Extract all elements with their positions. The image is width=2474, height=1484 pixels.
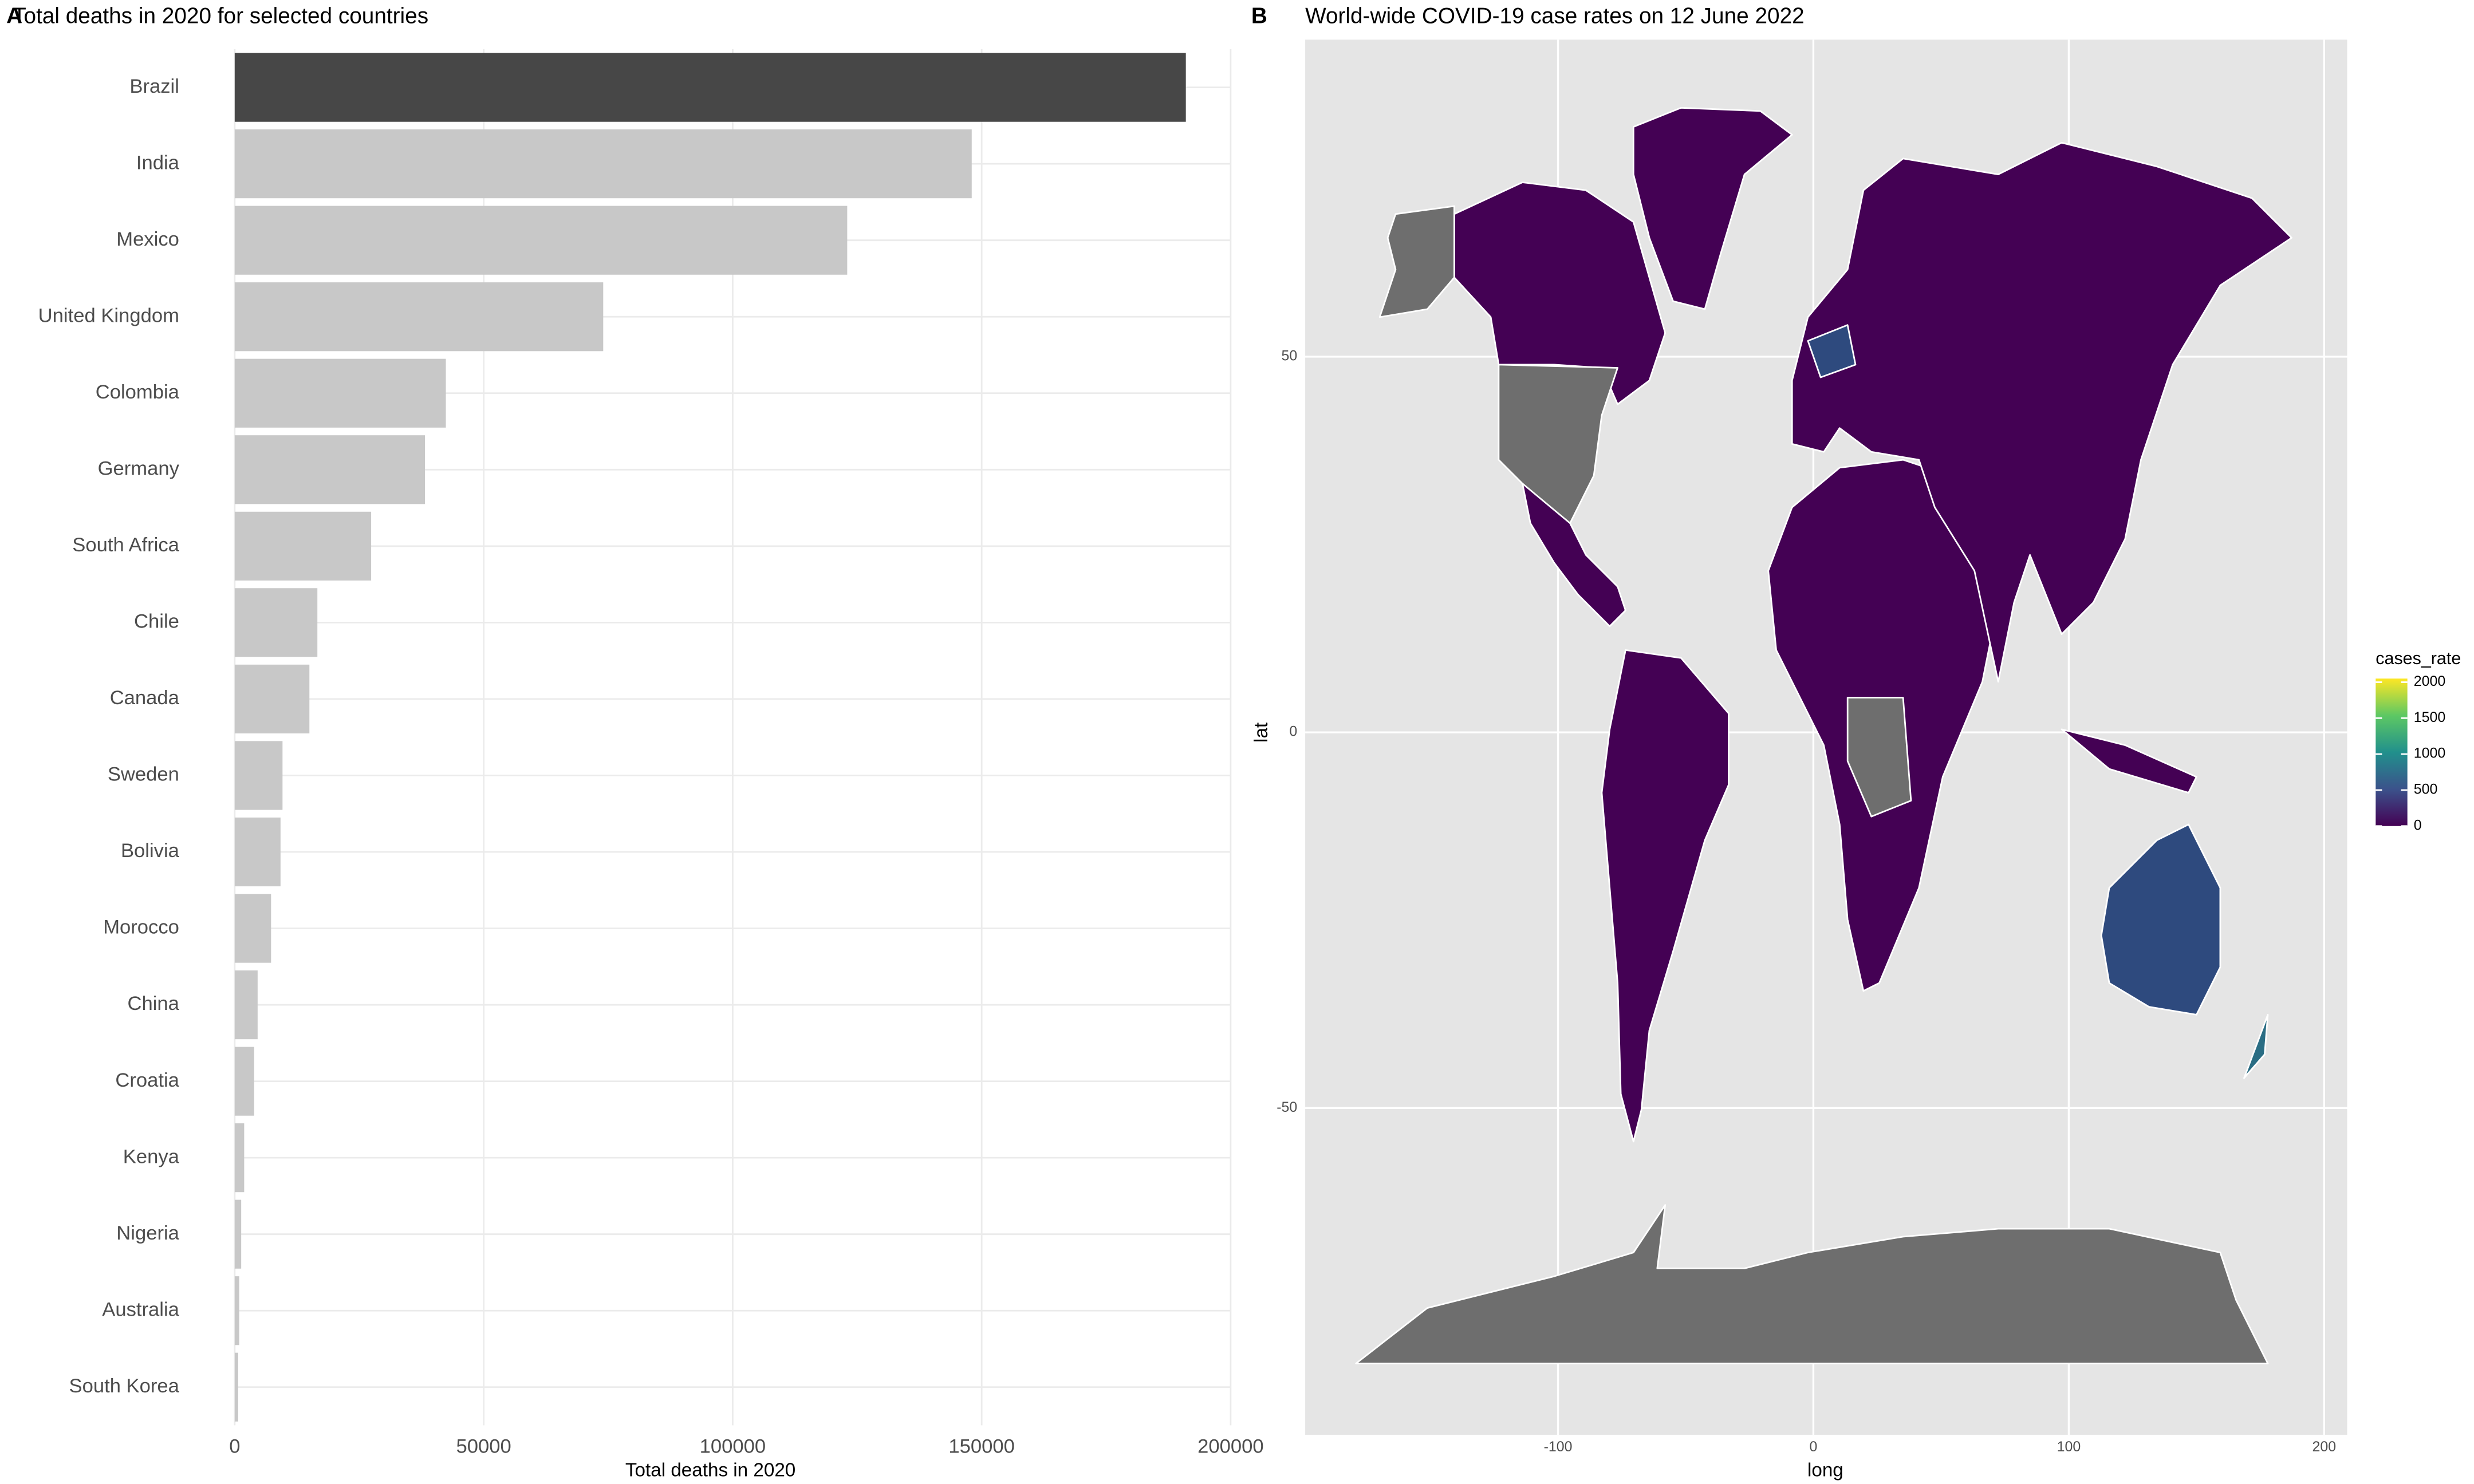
x-tick-label: 0	[229, 1435, 240, 1457]
y-tick-label: Nigeria	[116, 1222, 179, 1244]
y-tick-label: -50	[1277, 1099, 1297, 1115]
y-tick-label: Morocco	[103, 917, 179, 938]
bar	[234, 1123, 245, 1193]
eurasia	[1791, 141, 2292, 683]
x-tick-label: 150000	[948, 1435, 1015, 1457]
x-tick-label: 100	[2057, 1439, 2081, 1455]
dr-congo	[1846, 697, 1912, 818]
legend-title: cases_rate	[2375, 649, 2461, 668]
y-tick-label: Croatia	[115, 1069, 179, 1091]
bar	[234, 129, 972, 199]
bar	[234, 1276, 239, 1345]
x-tick-label: 100000	[700, 1435, 766, 1457]
y-tick-label: Bolivia	[121, 840, 180, 862]
y-tick-label: Canada	[110, 687, 180, 709]
y-tick-label: Brazil	[129, 76, 179, 97]
x-tick-label: 200000	[1197, 1435, 1263, 1457]
bar	[234, 894, 271, 963]
canada	[1453, 181, 1667, 405]
y-tick-label: Chile	[134, 611, 179, 633]
land	[1355, 106, 2292, 1364]
legend-tick-label: 500	[2414, 782, 2438, 798]
y-tick-label: Mexico	[116, 228, 179, 250]
y-tick-label: Australia	[102, 1298, 179, 1320]
chart-title: World-wide COVID-19 case rates on 12 Jun…	[1305, 4, 1805, 29]
maritime-asia	[2061, 728, 2197, 794]
bar	[234, 1352, 238, 1422]
bar	[234, 206, 848, 275]
bar	[234, 282, 604, 352]
south-america	[1601, 649, 1730, 1143]
bar	[234, 970, 258, 1040]
x-tick-label: 200	[2313, 1439, 2337, 1455]
bar	[234, 53, 1186, 122]
bar	[234, 741, 283, 810]
bar	[234, 1199, 242, 1269]
chart-title: Total deaths in 2020 for selected countr…	[13, 4, 428, 29]
x-axis-label: long	[1807, 1460, 1843, 1481]
bar	[234, 1047, 254, 1116]
y-tick-label: India	[136, 152, 180, 173]
colorbar	[2375, 678, 2408, 826]
panel-a: A Total deaths in 2020 for selected coun…	[6, 4, 1264, 1481]
y-axis-label: lat	[1251, 723, 1272, 743]
bar	[234, 435, 426, 504]
y-tick-label: Sweden	[108, 764, 179, 786]
panel-label: B	[1251, 4, 1267, 29]
panel-label: A	[6, 4, 22, 29]
bar	[234, 511, 372, 581]
x-tick-label: 0	[1810, 1439, 1818, 1455]
western-europe	[1807, 324, 1857, 378]
y-tick-label: Colombia	[96, 381, 180, 403]
legend-tick-label: 1000	[2414, 745, 2445, 761]
bar	[234, 588, 318, 657]
legend-tick-label: 0	[2414, 817, 2422, 833]
bar	[234, 358, 446, 428]
y-tick-label: Germany	[98, 457, 180, 479]
x-tick-label: -100	[1544, 1439, 1573, 1455]
y-tick-label: United Kingdom	[38, 305, 179, 326]
greenland	[1632, 106, 1793, 310]
y-tick-label: Kenya	[123, 1146, 180, 1167]
alaska	[1378, 205, 1455, 318]
australia	[2100, 823, 2221, 1016]
panel-b: B World-wide COVID-19 case rates on 12 J…	[1251, 4, 2461, 1481]
y-tick-label: China	[127, 993, 179, 1015]
x-tick-label: 50000	[456, 1435, 511, 1457]
y-tick-label: South Africa	[72, 534, 179, 556]
y-tick-label: South Korea	[69, 1375, 180, 1397]
x-axis-label: Total deaths in 2020	[625, 1460, 795, 1481]
legend-tick-label: 2000	[2414, 673, 2445, 689]
legend-tick-label: 1500	[2414, 709, 2445, 725]
bar	[234, 817, 281, 887]
central-america	[1522, 483, 1626, 627]
antarctica	[1355, 1204, 2269, 1364]
new-zealand	[2243, 1013, 2269, 1079]
bar	[234, 664, 310, 734]
y-tick-label: 0	[1289, 724, 1297, 740]
y-tick-label: 50	[1282, 348, 1298, 364]
